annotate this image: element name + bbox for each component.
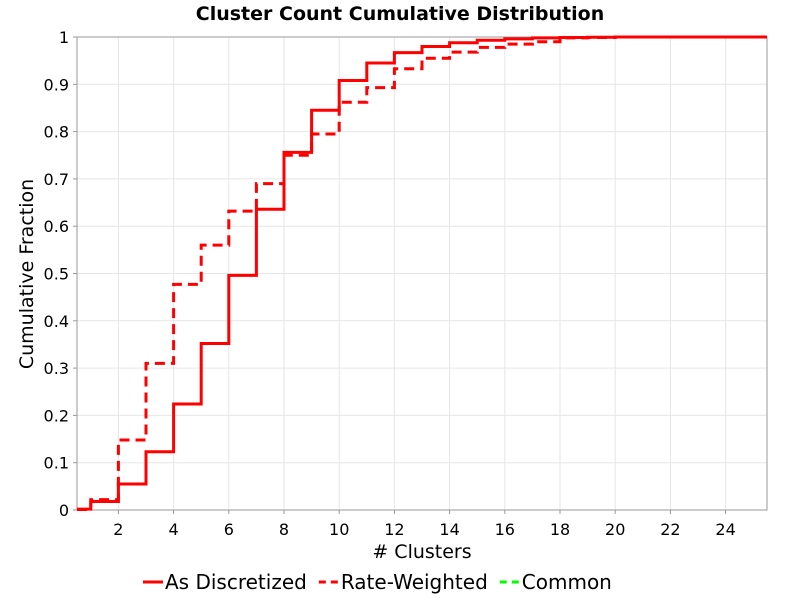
grid <box>77 36 767 511</box>
series-group <box>77 35 767 511</box>
legend: As Discretized Rate-Weighted Common <box>143 570 612 594</box>
x-axis-label: # Clusters <box>372 541 471 563</box>
y-tick-label: 1 <box>59 28 69 47</box>
x-tick-label: 10 <box>329 520 349 539</box>
x-tick-label: 24 <box>715 520 735 539</box>
chart-title: Cluster Count Cumulative Distribution <box>196 3 604 25</box>
x-tick-label: 14 <box>439 520 459 539</box>
x-tick-label: 2 <box>113 520 123 539</box>
y-axis-label: Cumulative Fraction <box>16 179 38 369</box>
x-tick-label: 8 <box>279 520 289 539</box>
legend-label-0: As Discretized <box>165 570 307 594</box>
y-tick-label: 0.9 <box>44 75 69 94</box>
y-tick-label: 0.7 <box>44 170 69 189</box>
x-tick-label: 22 <box>660 520 680 539</box>
legend-label-2: Common <box>522 570 612 594</box>
y-tick-label: 0.6 <box>44 217 69 236</box>
x-tick-label: 12 <box>384 520 404 539</box>
y-tick-label: 0.2 <box>44 406 69 425</box>
y-tick-label: 0.4 <box>44 312 69 331</box>
x-tick-label: 18 <box>550 520 570 539</box>
x-tick-label: 20 <box>605 520 625 539</box>
series-line-0 <box>77 35 767 511</box>
y-tick-label: 0.5 <box>44 265 69 284</box>
y-tick-label: 0.1 <box>44 454 69 473</box>
y-tick-label: 0.3 <box>44 359 69 378</box>
legend-label-1: Rate-Weighted <box>341 570 488 594</box>
y-axis-ticks: 0 0.1 0.2 0.3 0.4 0.5 0.6 0.7 0.8 0.9 1 <box>44 28 77 520</box>
y-tick-label: 0 <box>59 501 69 520</box>
x-tick-label: 4 <box>169 520 179 539</box>
x-axis-ticks: 2 4 6 8 10 12 14 16 18 20 22 24 <box>113 510 736 539</box>
x-tick-label: 16 <box>495 520 515 539</box>
x-tick-label: 6 <box>224 520 234 539</box>
y-tick-label: 0.8 <box>44 123 69 142</box>
